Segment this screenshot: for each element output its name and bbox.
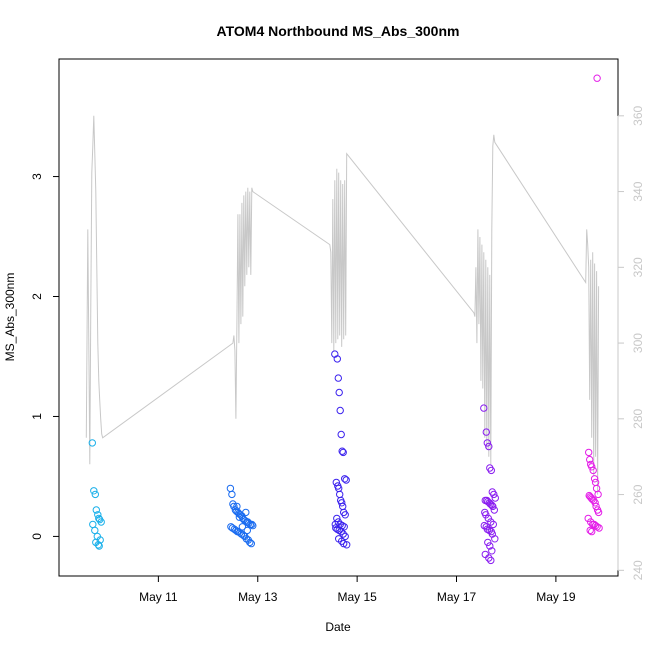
- data-point-group-3: [339, 448, 347, 457]
- y2-tick-label: 300: [631, 333, 645, 353]
- data-point-group-2: [238, 523, 247, 531]
- data-point-group-4: [490, 490, 498, 499]
- data-point-group-5: [592, 502, 600, 511]
- y-tick-label: 3: [30, 173, 44, 180]
- y2-tick-label: 260: [631, 484, 645, 504]
- data-point-group-5: [594, 490, 602, 499]
- data-point-group-5: [586, 455, 594, 464]
- data-point-group-5: [590, 475, 599, 483]
- data-point-group-4: [485, 554, 493, 562]
- data-point-group-4: [485, 442, 493, 451]
- data-point-group-3: [333, 525, 341, 533]
- data-point-group-4: [488, 547, 496, 555]
- y-tick-label: 2: [30, 293, 44, 300]
- data-point-group-4: [487, 556, 495, 565]
- y2-tick-label: 240: [631, 560, 645, 580]
- data-point-group-5: [589, 466, 597, 475]
- data-point-group-2: [246, 538, 254, 547]
- data-point-group-3: [334, 374, 342, 382]
- data-point-group-3: [338, 537, 346, 545]
- data-point-group-4: [486, 542, 494, 550]
- data-point-group-5: [593, 74, 601, 82]
- data-point-group-4: [491, 494, 499, 502]
- y2-tick-label: 360: [631, 105, 645, 125]
- data-point-group-1: [91, 526, 99, 535]
- data-point-group-4: [491, 535, 499, 543]
- data-point-group-2: [242, 508, 250, 517]
- data-point-group-5: [586, 526, 594, 535]
- data-point-group-1: [92, 506, 101, 514]
- data-point-group-3: [335, 388, 343, 397]
- data-point-group-4: [490, 506, 498, 514]
- x-tick-label: May 11: [139, 590, 178, 604]
- data-point-group-3: [333, 355, 341, 363]
- y2-tick-label: 340: [631, 181, 645, 201]
- data-point-group-5: [591, 499, 599, 507]
- data-point-group-5: [595, 524, 603, 532]
- data-point-group-3: [338, 499, 346, 507]
- data-point-group-3: [341, 475, 349, 483]
- data-point-group-4: [487, 466, 495, 475]
- data-point-group-1: [97, 518, 105, 526]
- chart-title: ATOM4 Northbound MS_Abs_300nm: [217, 23, 460, 39]
- x-axis: May 11 May 13 May 15 May 17 May 19: [139, 576, 576, 604]
- data-point-group-3: [343, 541, 351, 549]
- data-point-group-3: [338, 447, 346, 455]
- data-point-group-4: [482, 428, 490, 436]
- data-point-group-2: [228, 490, 236, 499]
- data-point-group-3: [339, 530, 347, 538]
- data-point-group-5: [594, 508, 603, 517]
- data-point-group-4: [486, 500, 494, 508]
- x-tick-label: May 15: [337, 590, 377, 604]
- data-point-group-2: [248, 520, 256, 529]
- y2-tick-label: 280: [631, 408, 645, 428]
- y-tick-label: 0: [30, 533, 44, 540]
- data-point-group-4: [480, 404, 488, 412]
- data-point-group-3: [336, 406, 344, 415]
- data-point-group-1: [95, 542, 103, 550]
- y-axis-left: 0 1 2 3: [30, 173, 59, 540]
- data-point-group-3: [337, 527, 345, 536]
- secondary-line-layer: [85, 115, 600, 495]
- y-axis-label: MS_Abs_300nm: [3, 273, 17, 362]
- x-tick-label: May 19: [536, 590, 576, 604]
- data-point-group-1: [94, 511, 102, 519]
- data-point-group-3: [342, 476, 350, 484]
- data-point-group-2: [235, 513, 244, 521]
- data-point-group-5: [585, 448, 593, 457]
- data-point-group-1: [88, 439, 97, 447]
- y-axis-right: 240 260 280 300 320 340 360: [617, 105, 645, 580]
- data-point-group-4: [489, 520, 497, 529]
- secondary-series-line: [85, 115, 600, 495]
- data-point-group-1: [91, 490, 100, 499]
- data-point-group-2: [243, 526, 252, 535]
- data-point-group-4: [483, 525, 491, 533]
- points-layer: [88, 74, 603, 565]
- data-point-group-4: [484, 538, 492, 547]
- data-point-group-2: [247, 539, 256, 548]
- data-point-group-2: [233, 502, 241, 511]
- y-tick-label: 1: [30, 413, 44, 420]
- data-point-group-1: [94, 541, 103, 549]
- data-point-group-2: [244, 518, 252, 526]
- data-point-group-3: [331, 520, 339, 529]
- data-point-group-5: [588, 527, 596, 536]
- data-point-group-5: [588, 463, 596, 471]
- x-tick-label: May 13: [238, 590, 278, 604]
- data-point-group-1: [90, 487, 98, 495]
- data-point-group-4: [489, 502, 497, 511]
- data-point-group-2: [249, 521, 257, 530]
- data-point-group-3: [341, 511, 349, 519]
- data-point-group-3: [337, 430, 345, 439]
- x-axis-label: Date: [325, 620, 351, 634]
- data-point-group-3: [341, 532, 349, 541]
- x-tick-label: May 17: [437, 590, 477, 604]
- data-point-group-5: [593, 523, 601, 531]
- data-point-group-4: [487, 518, 495, 526]
- y2-tick-label: 320: [631, 257, 645, 277]
- data-point-group-4: [483, 439, 491, 447]
- data-point-group-5: [587, 494, 595, 502]
